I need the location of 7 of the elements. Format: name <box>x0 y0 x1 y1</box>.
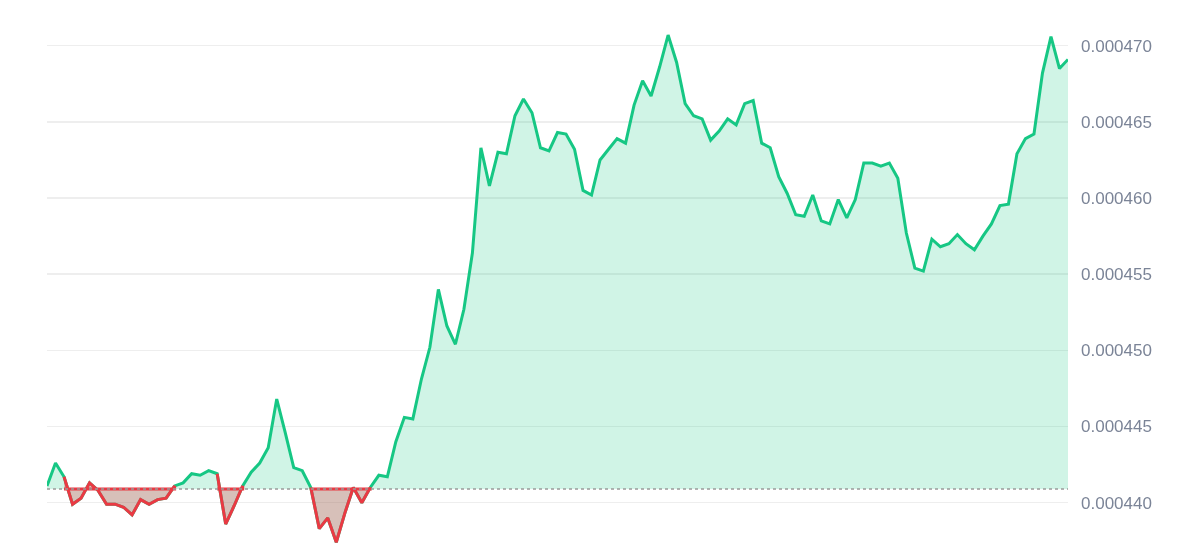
y-tick-label: 0.000450 <box>1081 341 1152 361</box>
y-tick-label: 0.000440 <box>1081 493 1152 513</box>
y-tick-label: 0.000445 <box>1081 417 1152 437</box>
y-tick-label: 0.000460 <box>1081 188 1152 208</box>
y-tick-label: 0.000470 <box>1081 36 1152 56</box>
y-tick-label: 0.000455 <box>1081 265 1152 285</box>
y-tick-label: 0.000465 <box>1081 112 1152 132</box>
